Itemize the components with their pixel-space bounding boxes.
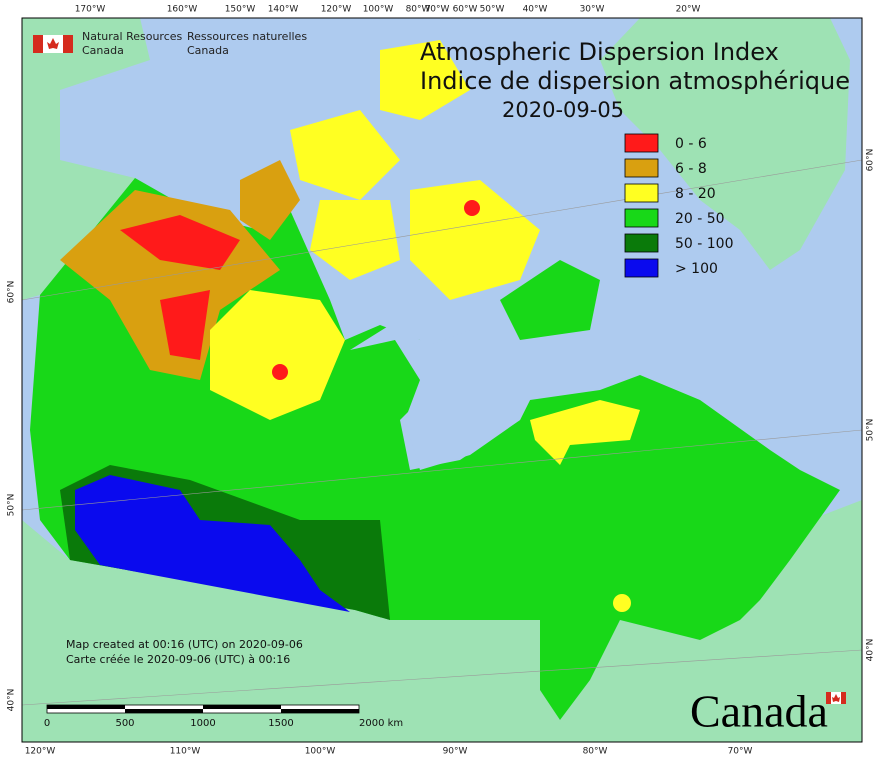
longitude-label: 40°W (523, 5, 548, 15)
scale-segment (203, 705, 281, 709)
legend-swatch (624, 258, 659, 278)
legend-swatch (624, 133, 659, 153)
latitude-label: 40°N (866, 639, 876, 662)
graticule-line (21, 649, 863, 706)
longitude-label: 20°W (676, 5, 701, 15)
note: Carte créée le 2020-09-06 (UTC) à 00:16 (66, 653, 290, 666)
longitude-label: 150°W (225, 5, 256, 15)
longitude-label: 100°W (363, 5, 394, 15)
agency-en: Natural Resources (82, 30, 183, 43)
island-2 (240, 160, 300, 240)
ellesmere (380, 40, 470, 120)
graticule-line (21, 159, 863, 301)
flag-band (826, 692, 831, 704)
scale-segment (281, 709, 359, 713)
scale-label: 1000 (190, 718, 215, 729)
map-frame (21, 17, 863, 743)
latitude-label: 60°N (7, 281, 17, 304)
longitude-label: 60°W (453, 5, 478, 15)
maple-leaf (47, 38, 59, 49)
zone-0-6 (160, 290, 210, 360)
flag-band (841, 692, 846, 704)
longitude-label: 70°W (425, 5, 450, 15)
longitude-label: 80°W (406, 5, 431, 15)
title-date: 2020-09-05 (502, 98, 624, 122)
scale-label: 2000 km (359, 718, 403, 729)
legend-label: 50 - 100 (675, 236, 734, 252)
alaska (22, 18, 150, 300)
longitude-label: 170°W (75, 5, 106, 15)
longitude-label: 90°W (443, 747, 468, 757)
agency-en: Canada (82, 44, 124, 57)
flag-band (33, 35, 43, 53)
zone-0-6 (272, 364, 288, 380)
longitude-label: 110°W (170, 747, 201, 757)
scale-label: 1500 (268, 718, 293, 729)
scale-label: 500 (115, 718, 134, 729)
flag-band (63, 35, 73, 53)
latitude-label: 50°N (7, 494, 17, 517)
longitude-label: 160°W (167, 5, 198, 15)
graticule-labels: 170°W 160°W 150°W 140°W 120°W 100°W 80°W70°W 60… (7, 5, 876, 757)
scale-label: 0 (44, 718, 50, 729)
legend: 0 - 6 6 - 8 8 - 20 20 - 50 50 - 100 > 100 (624, 133, 734, 278)
legend-label: > 100 (675, 261, 718, 277)
legend-label: 20 - 50 (675, 211, 725, 227)
usa (22, 500, 862, 742)
legend-label: 6 - 8 (675, 161, 707, 177)
zone-over-100 (75, 475, 350, 612)
zone-8-20 (613, 594, 631, 612)
legend-swatch (624, 233, 659, 253)
latitude-label: 40°N (7, 689, 17, 712)
longitude-label: 50°W (480, 5, 505, 15)
graticule (21, 159, 863, 706)
wordmark: Canada (690, 686, 828, 737)
longitude-label: 70°W (728, 747, 753, 757)
title-en: Atmospheric Dispersion Index (420, 38, 779, 66)
labrador (500, 260, 600, 340)
zone-8-20 (530, 400, 640, 465)
legend-label: 8 - 20 (675, 186, 716, 202)
scale-segment (47, 705, 125, 709)
map-area (21, 18, 863, 742)
agency-flag (33, 35, 73, 53)
baffin (410, 180, 540, 300)
wordmark-flag (826, 692, 846, 704)
legend-swatch (624, 208, 659, 228)
title-fr: Indice de dispersion atmosphérique (420, 67, 850, 95)
scale-labels: 0 500 1000 1500 2000 km (44, 718, 403, 729)
zone-0-6 (464, 200, 480, 216)
hudson-bay (350, 325, 540, 470)
maple-leaf (832, 694, 840, 702)
island-1 (290, 110, 400, 200)
longitude-label: 100°W (305, 747, 336, 757)
agency-fr: Ressources naturelles (187, 30, 307, 43)
longitude-label: 80°W (583, 747, 608, 757)
graticule-line (21, 429, 863, 511)
island-3 (310, 200, 400, 280)
legend-swatch (624, 158, 659, 178)
zone-0-6 (120, 215, 240, 270)
latitude-label: 50°N (866, 419, 876, 442)
longitude-label: 120°W (25, 747, 56, 757)
longitude-label: 120°W (321, 5, 352, 15)
note: Map created at 00:16 (UTC) on 2020-09-06 (66, 638, 303, 651)
scale-bar (46, 704, 360, 714)
latitude-label: 60°N (866, 149, 876, 172)
zone-8-20 (210, 290, 345, 420)
legend-swatch (624, 183, 659, 203)
longitude-label: 140°W (268, 5, 299, 15)
greenland (600, 18, 850, 270)
legend-label: 0 - 6 (675, 136, 707, 152)
scale-segment (125, 709, 203, 713)
longitude-label: 30°W (580, 5, 605, 15)
agency-fr: Canada (187, 44, 229, 57)
